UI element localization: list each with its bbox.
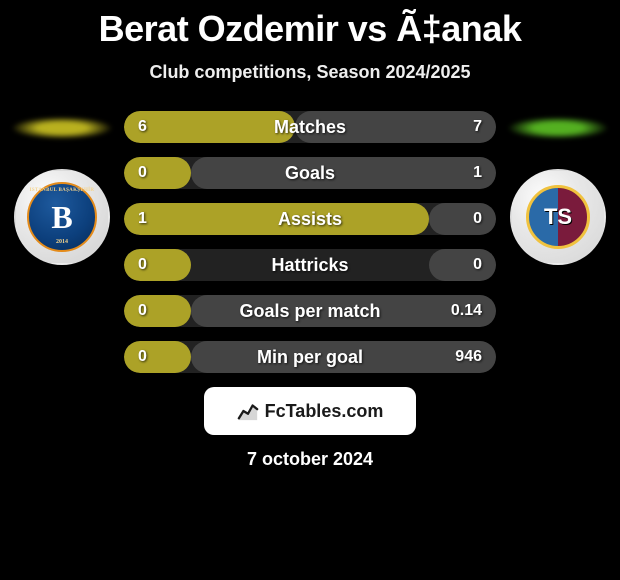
basaksehir-logo-icon: B	[27, 182, 97, 252]
left-player-shadow	[12, 117, 112, 139]
stat-bar: 10Assists	[124, 203, 496, 235]
brand-text: FcTables.com	[265, 401, 384, 422]
comparison-row: B 67Matches 01Goals 10Assists 00Hattricks 00…	[0, 111, 620, 373]
stat-bar-left-fill	[124, 295, 191, 327]
right-player-shadow	[508, 117, 608, 139]
stat-bar: 00Hattricks	[124, 249, 496, 281]
stat-bar: 0946Min per goal	[124, 341, 496, 373]
stat-bar-left-fill	[124, 111, 295, 143]
stat-bar-right-fill	[295, 111, 496, 143]
stat-bar-right-fill	[429, 203, 496, 235]
stat-bar-right-fill	[191, 295, 496, 327]
stat-bar-right-fill	[429, 249, 496, 281]
footer-date: 7 october 2024	[0, 449, 620, 470]
stat-bar-left-fill	[124, 341, 191, 373]
brand-badge: FcTables.com	[204, 387, 416, 435]
chart-icon	[237, 400, 259, 422]
stat-bar-left-fill	[124, 157, 191, 189]
left-player-column: B	[12, 111, 112, 265]
right-club-badge: ★ ★	[510, 169, 606, 265]
stat-bar: 01Goals	[124, 157, 496, 189]
stat-bar: 67Matches	[124, 111, 496, 143]
stat-bar-left-fill	[124, 203, 429, 235]
stat-bar: 00.14Goals per match	[124, 295, 496, 327]
stats-bars: 67Matches 01Goals 10Assists 00Hattricks 00.1…	[124, 111, 496, 373]
left-club-badge: B	[14, 169, 110, 265]
stat-bar-right-fill	[191, 341, 496, 373]
trabzonspor-logo-icon	[526, 185, 590, 249]
right-player-column: ★ ★	[508, 111, 608, 265]
page-title: Berat Ozdemir vs Ã‡anak	[0, 0, 620, 50]
page-subtitle: Club competitions, Season 2024/2025	[0, 62, 620, 83]
trabzonspor-stars-icon: ★ ★	[512, 169, 604, 172]
stat-bar-right-fill	[191, 157, 496, 189]
stat-bar-left-fill	[124, 249, 191, 281]
